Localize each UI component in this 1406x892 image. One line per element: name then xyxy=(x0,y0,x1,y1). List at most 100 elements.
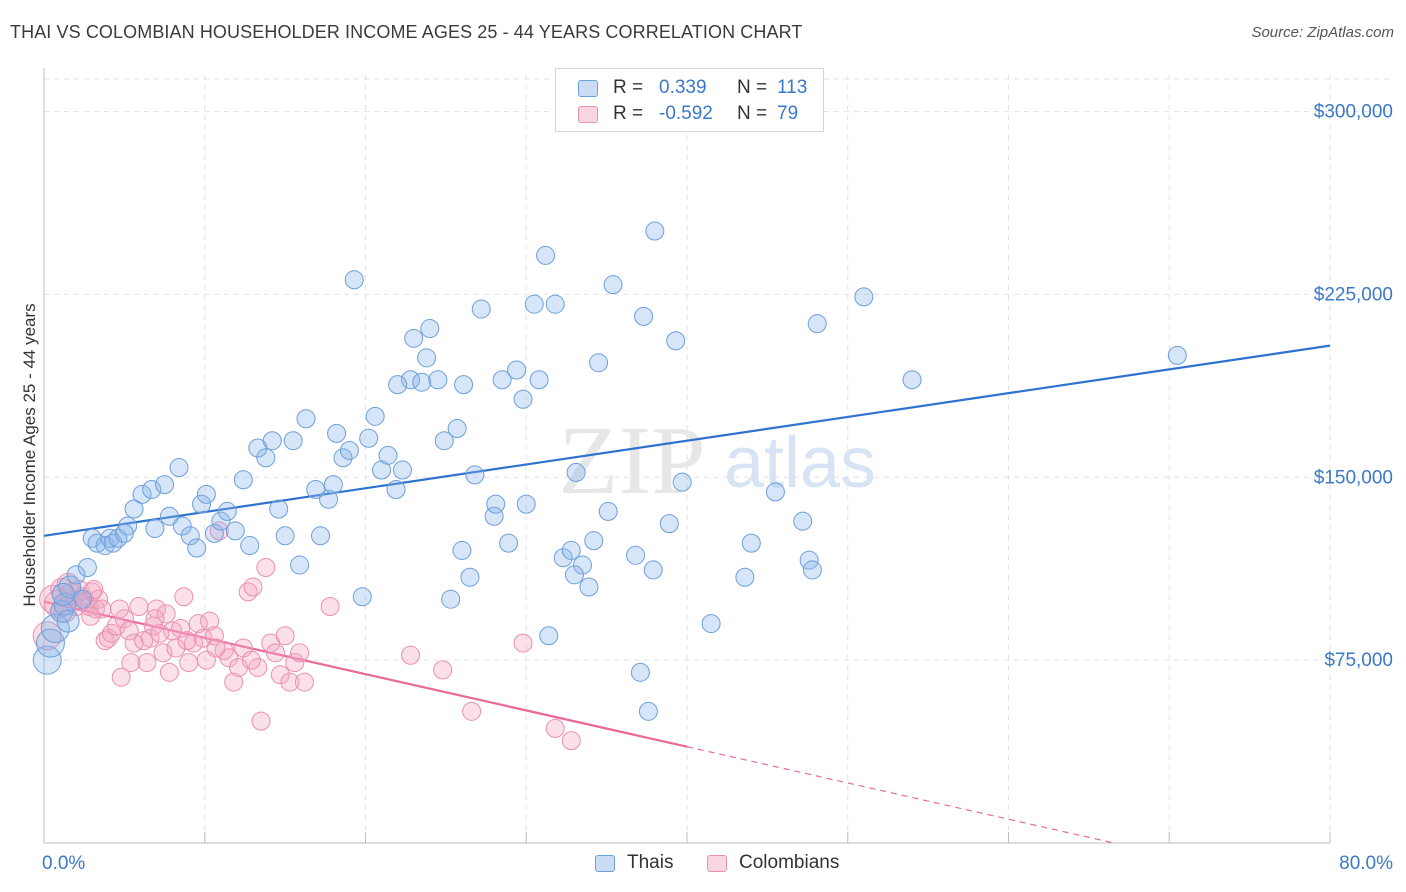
thais-point xyxy=(854,287,874,307)
legend-swatch-colombians xyxy=(578,105,598,123)
colombians-point xyxy=(119,621,139,641)
thais-point xyxy=(404,328,424,348)
thais-point xyxy=(579,577,599,597)
colombians-point xyxy=(111,667,131,687)
thais-point xyxy=(589,353,609,373)
colombians-point xyxy=(270,665,290,685)
y-tick-label: $300,000 xyxy=(1314,102,1393,123)
colombians-point xyxy=(513,633,533,653)
thais-point xyxy=(386,479,406,499)
colombians-point xyxy=(153,643,173,663)
colombians-trend-extension xyxy=(686,746,1114,844)
thais-point xyxy=(902,370,922,390)
colombians-point xyxy=(545,718,565,738)
legend-item-thais[interactable]: Thais xyxy=(595,852,673,874)
thais-point xyxy=(412,372,432,392)
legend-r-label: R = xyxy=(613,77,644,98)
source-credit: Source: ZipAtlas.com xyxy=(1251,24,1394,41)
watermark: ZIP atlas xyxy=(559,407,877,515)
colombians-point xyxy=(177,631,197,651)
x-tick-label-max: 80.0% xyxy=(1339,853,1393,874)
legend-item-colombians[interactable]: Colombians xyxy=(707,852,839,874)
thais-point xyxy=(339,440,359,460)
legend-row-colombians: R = -0.592 N = 79 xyxy=(578,102,798,126)
series-legend: Thais Colombians xyxy=(0,852,1406,878)
thais-point xyxy=(626,545,646,565)
thais-point xyxy=(319,489,339,509)
thais-point xyxy=(306,479,326,499)
thais-point xyxy=(584,531,604,551)
thais-point xyxy=(634,306,654,326)
legend-n-label: N = xyxy=(737,103,768,124)
chart-title: THAI VS COLOMBIAN HOUSEHOLDER INCOME AGE… xyxy=(10,22,803,42)
thais-point xyxy=(598,501,618,521)
thais-point xyxy=(513,389,533,409)
thais-point xyxy=(643,560,663,580)
colombians-point xyxy=(209,521,229,541)
colombians-point xyxy=(280,672,300,692)
colombians-point xyxy=(147,599,167,619)
thais-point xyxy=(365,406,385,426)
y-tick-label: $225,000 xyxy=(1314,284,1393,305)
colombians-point xyxy=(206,638,226,658)
thais-point xyxy=(564,565,584,585)
thais-point xyxy=(645,221,665,241)
thais-point xyxy=(536,245,556,265)
thais-point xyxy=(159,506,179,526)
colombians-point xyxy=(145,609,165,629)
thais-point xyxy=(561,540,581,560)
thais-point xyxy=(204,523,224,543)
thais-point xyxy=(701,614,721,634)
colombians-point xyxy=(256,557,276,577)
thais-point xyxy=(486,494,506,514)
legend-r-value: 0.339 xyxy=(659,77,707,98)
thais-point xyxy=(741,533,761,553)
thais-point xyxy=(516,494,536,514)
thais-point xyxy=(566,462,586,482)
legend-r-label: R = xyxy=(613,103,644,124)
thais-point xyxy=(211,511,231,531)
thais-point xyxy=(465,465,485,485)
thais-point xyxy=(73,589,93,609)
colombians-point xyxy=(265,643,285,663)
colombians-point xyxy=(462,701,482,721)
tick-labels: $75,000 $150,000 $225,000 $300,000 0.0% 80.0% xyxy=(42,102,1393,874)
thais-point xyxy=(401,370,421,390)
thais-point xyxy=(142,479,162,499)
colombians-point xyxy=(140,628,160,648)
thais-point xyxy=(225,521,245,541)
legend-n-value: 79 xyxy=(777,103,799,124)
colombians-point xyxy=(290,643,310,663)
thais-point xyxy=(492,370,512,390)
thais-point xyxy=(539,626,559,646)
colombians-point xyxy=(243,577,263,597)
thais-point xyxy=(145,518,165,538)
colombians-point xyxy=(156,604,176,624)
thais-point xyxy=(262,431,282,451)
colombians-point xyxy=(275,626,295,646)
colombians-swatch xyxy=(707,854,727,872)
colombians-point xyxy=(95,631,115,651)
thais-point xyxy=(524,294,544,314)
colombians-point xyxy=(241,650,261,670)
colombians-point xyxy=(137,653,157,673)
correlation-legend: R = 0.339 N = 113 R = -0.592 N = 79 xyxy=(555,68,824,132)
colombians-point xyxy=(188,614,208,634)
thais-point xyxy=(447,419,467,439)
thais-point xyxy=(802,560,822,580)
colombians-point xyxy=(248,657,268,677)
colombians-point xyxy=(561,731,581,751)
colombians-point xyxy=(179,653,199,673)
thais-point xyxy=(659,514,679,534)
thais-point xyxy=(196,484,216,504)
thais-point xyxy=(310,526,330,546)
thais-point xyxy=(327,423,347,443)
colombians-label: Colombians xyxy=(739,852,840,873)
colombians-point xyxy=(401,645,421,665)
thais-point xyxy=(180,526,200,546)
thais-point xyxy=(290,555,310,575)
colombians-point xyxy=(251,711,271,731)
thais-point xyxy=(735,567,755,587)
thais-point xyxy=(1167,345,1187,365)
